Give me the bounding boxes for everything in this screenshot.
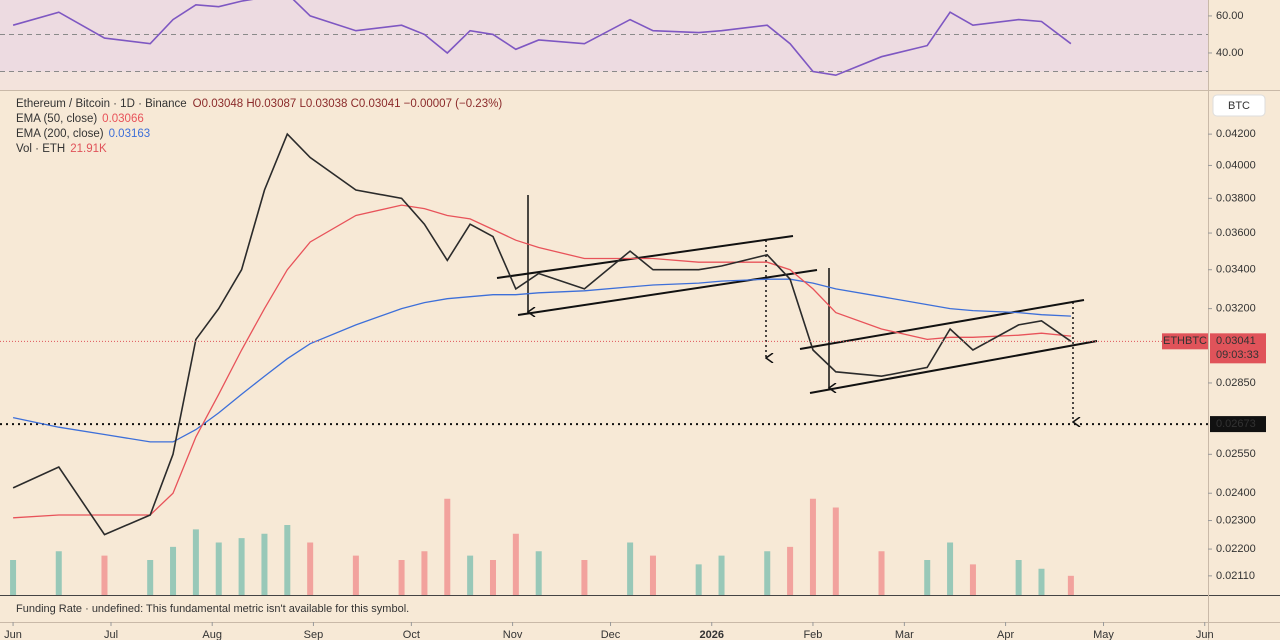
price-label: 0.03041 [1216, 335, 1256, 347]
x-tick-label: Sep [304, 629, 324, 640]
volume-bar [261, 533, 268, 595]
volume-bar [809, 498, 816, 595]
volume-bar [238, 538, 245, 595]
price-layer [0, 132, 1208, 595]
volume-bar [512, 533, 519, 595]
currency-button[interactable] [1212, 94, 1266, 117]
level-label-box [1210, 416, 1266, 433]
ohlc: O0.03048 H0.03087 L0.03038 C0.03041 −0.0… [193, 98, 503, 110]
legend-ema200: EMA (200, close) 0.03163 [16, 128, 150, 140]
volume-bar [55, 551, 62, 595]
volume-bar [718, 555, 725, 595]
volume-bar [969, 564, 976, 595]
price-label-box [1210, 333, 1266, 364]
level-label: 0.02673 [1216, 418, 1256, 430]
channel-line [517, 269, 818, 316]
volume-bar [764, 551, 771, 595]
y-tick-label: 0.03600 [1216, 227, 1256, 239]
series-line [12, 0, 1072, 77]
currency-label[interactable]: BTC [1228, 100, 1250, 112]
x-tick-label: Mar [895, 629, 914, 640]
volume-bar [284, 525, 291, 595]
channel-line [809, 340, 1098, 394]
volume-bar [147, 560, 154, 595]
x-tick-label: Jun [1196, 629, 1214, 640]
volume-bar [1015, 560, 1022, 595]
x-tick-label: Dec [601, 629, 621, 640]
x-tick-label: Jun [4, 629, 22, 640]
x-tick-label: 2026 [699, 629, 723, 640]
volume-bar [467, 555, 474, 595]
rsi-band [0, 0, 1208, 72]
symbol-label: ETHBTC [1163, 335, 1207, 347]
x-tick-label: Feb [803, 629, 822, 640]
x-tick-label: May [1093, 629, 1114, 640]
legend-name: EMA (50, close) [16, 113, 97, 125]
volume-bar [695, 564, 702, 595]
volume-bar [924, 560, 931, 595]
y-tick-label: 0.02400 [1216, 487, 1256, 499]
trend-channels [496, 195, 1098, 422]
channel-line [496, 235, 794, 279]
legend-value: 0.03163 [109, 128, 151, 140]
volume-bar [1038, 568, 1045, 595]
volume-bar [627, 542, 634, 595]
volume-bar [398, 560, 405, 595]
y-tick-label: 40.00 [1216, 47, 1244, 59]
funding-note: Funding Rate · undefined: This fundament… [16, 603, 409, 615]
y-tick-label: 0.02110 [1216, 570, 1255, 582]
channel-line [799, 299, 1085, 350]
volume-bar [878, 551, 885, 595]
legend-name: Vol · ETH [16, 143, 65, 155]
volume-bar [352, 555, 359, 595]
legend-title: Ethereum / Bitcoin · 1D · Binance O0.0304… [16, 98, 502, 110]
volume-bar [215, 542, 222, 595]
x-tick-label: Nov [503, 629, 523, 640]
volume-bar [535, 551, 542, 595]
y-tick-label: 0.03400 [1216, 264, 1256, 276]
y-tick-label: 0.03200 [1216, 303, 1256, 315]
volume-bar [10, 560, 17, 595]
y-tick-label: 0.04000 [1216, 159, 1256, 171]
y-tick-label: 0.02850 [1216, 377, 1256, 389]
volume-bar [581, 560, 588, 595]
y-tick-label: 60.00 [1216, 10, 1244, 22]
y-tick-label: 0.02300 [1216, 514, 1256, 526]
volume-bar [947, 542, 954, 595]
volume-bar [444, 498, 451, 595]
y-tick-label: 0.02550 [1216, 448, 1256, 460]
rsi-layer [0, 0, 1208, 77]
volume-bar [307, 542, 314, 595]
y-tick-label: 0.02200 [1216, 543, 1256, 555]
y-tick-label: 0.04200 [1216, 128, 1256, 140]
legend-volume: Vol · ETH 21.91K [16, 143, 107, 155]
x-tick-label: Jul [104, 629, 118, 640]
series-line [13, 204, 1071, 519]
volume-bar [832, 507, 839, 595]
y-tick-label: 0.03800 [1216, 192, 1256, 204]
series-line [12, 132, 1072, 536]
x-tick-label: Aug [202, 629, 222, 640]
legend-ema50: EMA (50, close) 0.03066 [16, 113, 144, 125]
legend-value: 21.91K [70, 143, 107, 155]
x-tick-label: Apr [997, 629, 1014, 640]
volume-bar [1067, 575, 1074, 595]
volume-bar [421, 551, 428, 595]
volume-bar [649, 555, 656, 595]
symbol: Ethereum / Bitcoin · 1D · Binance [16, 98, 187, 110]
volume-bar [101, 555, 108, 595]
volume-bar [787, 546, 794, 595]
axis-layer: 0.04200 0.04000 0.03800 0.03600 0.03400 0.032… [4, 10, 1266, 640]
legend-name: EMA (200, close) [16, 128, 104, 140]
volume-bar [489, 560, 496, 595]
symbol-label-box [1162, 333, 1208, 350]
volume-bar [170, 546, 177, 595]
countdown: 09:03:33 [1216, 349, 1259, 361]
x-tick-label: Oct [403, 629, 420, 640]
series-line [12, 278, 1071, 443]
legend-value: 0.03066 [102, 113, 144, 125]
volume-bar [192, 529, 199, 595]
